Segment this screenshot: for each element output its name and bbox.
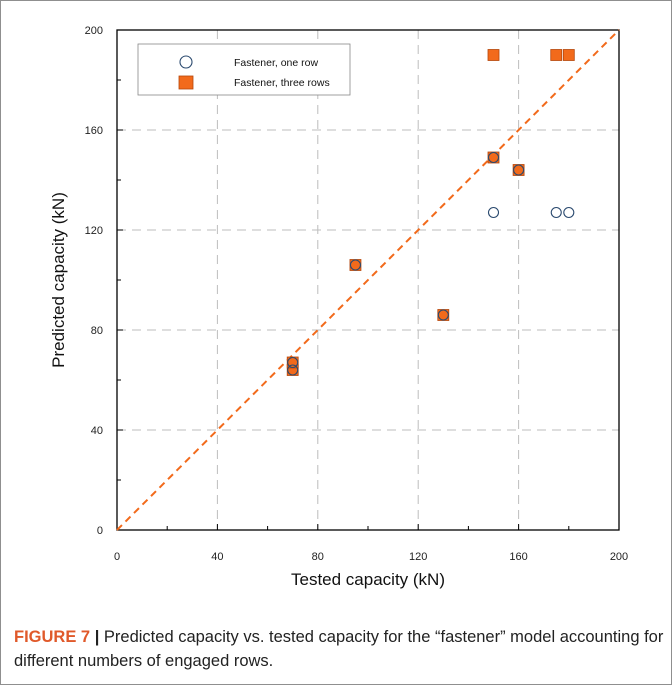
y-tick-label: 200 [85, 25, 103, 37]
data-point-one-row [487, 206, 500, 219]
data-point-one-row [563, 206, 575, 219]
data-point-one-row [287, 356, 299, 369]
data-point-one-row [487, 151, 500, 164]
data-point-one-row [550, 206, 562, 219]
tick-labels: 0 40 80 120 160 200 0 40 80 120 160 200 [85, 25, 629, 563]
legend-marker-three-rows [178, 75, 194, 90]
legend-label-one-row: Fastener, one row [234, 57, 318, 69]
y-tick-label: 0 [97, 525, 103, 537]
scatter-chart: 0 40 80 120 160 200 0 40 80 120 160 200 Fastener, o… [49, 25, 629, 589]
x-axis-title: Tested capacity (kN) [291, 570, 445, 589]
data-points [286, 49, 575, 376]
x-tick-label: 120 [409, 551, 427, 563]
legend-label-three-rows: Fastener, three rows [234, 77, 330, 89]
y-tick-label: 160 [85, 125, 103, 137]
data-point-one-row [287, 364, 299, 376]
data-point-one-row [349, 259, 362, 271]
legend: Fastener, one row Fastener, three rows [137, 43, 351, 96]
data-point-one-row [513, 164, 525, 176]
y-tick-label: 120 [85, 225, 103, 237]
figure-caption: FIGURE 7 | Predicted capacity vs. tested… [14, 625, 664, 673]
caption-text: Predicted capacity vs. tested capacity f… [14, 628, 664, 670]
data-point-one-row [437, 309, 449, 321]
y-tick-label: 40 [91, 425, 103, 437]
legend-marker-one-row [179, 55, 193, 69]
y-axis-title: Predicted capacity (kN) [49, 192, 68, 368]
x-tick-label: 200 [610, 551, 628, 563]
figure-label: FIGURE 7 [14, 628, 91, 646]
data-point-three-rows [562, 49, 575, 61]
y-tick-label: 80 [91, 325, 103, 337]
data-point-three-rows [487, 49, 500, 61]
data-point-three-rows [550, 49, 563, 61]
reference-line [116, 29, 620, 531]
grid-lines [117, 30, 619, 530]
x-tick-label: 0 [114, 551, 120, 563]
axis-ticks [116, 29, 620, 531]
x-tick-label: 80 [312, 551, 324, 563]
x-tick-label: 160 [509, 551, 527, 563]
legend-box [137, 43, 351, 96]
caption-separator: | [94, 628, 100, 646]
x-tick-label: 40 [211, 551, 223, 563]
